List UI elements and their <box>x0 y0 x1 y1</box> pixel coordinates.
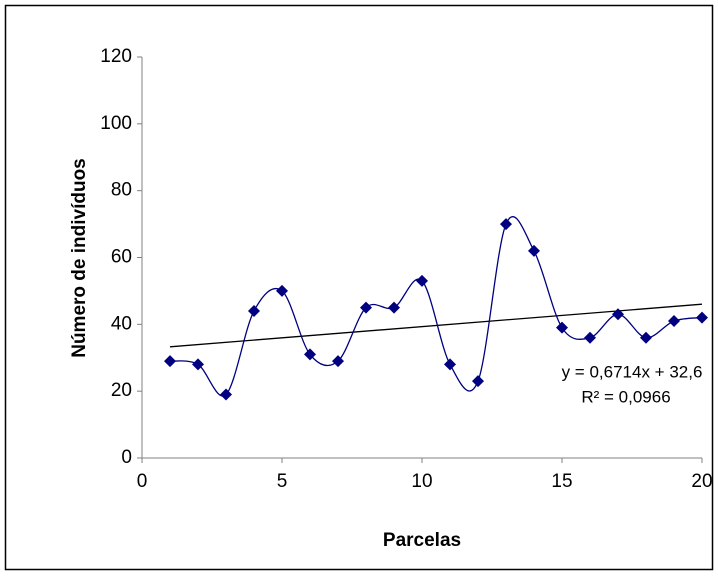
y-tick-label: 100 <box>100 113 132 134</box>
data-point <box>472 375 484 388</box>
data-point <box>528 244 540 257</box>
y-axis-title: Número de indivíduos <box>69 158 90 358</box>
trendline-r2: R² = 0,0966 <box>581 387 670 406</box>
x-tick-label: 15 <box>551 471 572 492</box>
data-point <box>696 311 708 324</box>
data-point <box>640 331 652 344</box>
y-tick-label: 120 <box>100 46 132 67</box>
data-point <box>388 301 400 314</box>
y-tick-label: 20 <box>111 380 132 401</box>
x-tick-label: 10 <box>411 471 432 492</box>
chart-border <box>4 4 714 571</box>
x-tick-label: 20 <box>691 471 712 492</box>
x-tick-label: 0 <box>137 471 148 492</box>
data-point <box>612 308 624 321</box>
data-point <box>556 321 568 334</box>
data-point <box>668 314 680 327</box>
data-point <box>276 284 288 297</box>
data-point <box>584 331 596 344</box>
trendline-equation: y = 0,6714x + 32,6 <box>562 362 703 381</box>
data-point <box>248 304 260 317</box>
data-point <box>332 355 344 368</box>
data-point <box>416 274 428 287</box>
trendline <box>169 303 703 348</box>
data-point <box>360 301 372 314</box>
data-point <box>192 358 204 371</box>
x-tick-label: 5 <box>277 471 288 492</box>
series-line <box>169 216 703 397</box>
y-tick-label: 60 <box>111 247 132 268</box>
x-axis-title: Parcelas <box>383 530 461 551</box>
y-tick-label: 0 <box>121 447 132 468</box>
data-point <box>304 348 316 361</box>
y-tick-label: 40 <box>111 313 132 334</box>
data-point <box>220 388 232 401</box>
data-point <box>444 358 456 371</box>
data-point <box>500 218 512 231</box>
data-point <box>164 355 176 368</box>
y-tick-label: 80 <box>111 180 132 201</box>
